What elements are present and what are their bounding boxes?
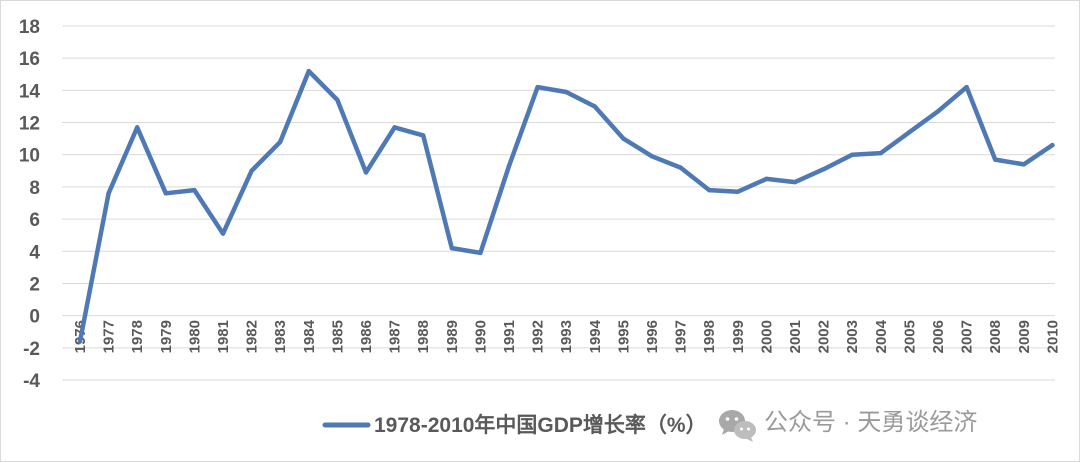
x-tick-label: 1997 <box>673 320 690 353</box>
y-tick-label: 0 <box>29 307 40 328</box>
y-tick-label: 10 <box>19 146 40 167</box>
data-point <box>249 168 254 174</box>
data-point <box>478 250 483 256</box>
x-axis-ticks: 1976 1977 1978 1979 1980 1981 1982 1983 1984 1985… <box>72 319 1061 353</box>
data-point <box>163 191 168 196</box>
y-tick-label: 14 <box>19 81 41 102</box>
data-point <box>707 187 712 193</box>
x-tick-label: 2004 <box>873 319 890 353</box>
x-tick-label: 2003 <box>844 320 861 353</box>
y-tick-label: 18 <box>19 17 40 38</box>
x-tick-label: 2010 <box>1044 320 1061 353</box>
x-tick-label: 1995 <box>615 320 632 353</box>
x-tick-label: 1987 <box>387 320 404 353</box>
data-point <box>306 68 311 74</box>
x-tick-label: 2001 <box>787 320 804 353</box>
y-tick-label: 2 <box>29 274 40 295</box>
data-point <box>363 170 369 175</box>
x-tick-label: 1979 <box>158 320 175 353</box>
data-point <box>77 339 83 344</box>
x-tick-label: 1991 <box>501 320 518 353</box>
data-point <box>135 125 140 130</box>
data-point <box>421 133 426 138</box>
x-tick-label: 2007 <box>959 320 976 353</box>
x-tick-label: 1981 <box>215 320 232 353</box>
legend-label: 1978-2010年中国GDP增长率（%） <box>374 413 707 437</box>
data-point <box>993 157 998 162</box>
x-tick-label: 1978 <box>129 320 146 353</box>
data-point <box>220 231 226 236</box>
data-point <box>392 125 397 130</box>
x-tick-label: 1989 <box>444 320 461 353</box>
x-tick-label: 1985 <box>329 320 346 353</box>
data-point <box>449 245 454 251</box>
data-point <box>907 130 912 135</box>
wechat-icon <box>719 410 756 442</box>
x-tick-label: 1993 <box>558 320 575 353</box>
x-tick-label: 1983 <box>272 320 289 353</box>
series-lines <box>77 68 1055 344</box>
data-point <box>278 139 283 145</box>
data-point <box>506 163 512 169</box>
x-tick-label: 2000 <box>758 320 775 353</box>
legend: 1978-2010年中国GDP增长率（%） <box>322 413 707 437</box>
x-tick-label: 1982 <box>244 320 261 353</box>
data-point <box>821 167 826 172</box>
data-point <box>964 84 969 90</box>
x-tick-label: 2002 <box>816 320 833 353</box>
data-point <box>764 176 769 182</box>
y-tick-label: 4 <box>29 242 40 263</box>
x-tick-label: 2009 <box>1016 320 1033 353</box>
data-point <box>678 165 683 170</box>
y-tick-label: 12 <box>19 114 40 135</box>
x-tick-label: 1977 <box>101 320 118 353</box>
data-point <box>1021 162 1026 167</box>
data-point <box>535 84 540 90</box>
x-tick-label: 1984 <box>301 319 318 353</box>
y-tick-label: 8 <box>29 178 40 199</box>
data-point <box>850 152 855 157</box>
x-tick-label: 1988 <box>415 320 432 353</box>
data-point <box>792 179 798 185</box>
watermark: 公众号 · 天勇谈经济 <box>719 409 977 442</box>
data-point <box>1050 142 1055 148</box>
data-point <box>335 97 340 103</box>
x-tick-label: 1996 <box>644 320 661 353</box>
data-point <box>592 104 597 109</box>
data-point <box>878 150 883 156</box>
y-tick-label: -4 <box>23 371 40 392</box>
x-tick-label: 1990 <box>472 320 489 353</box>
x-tick-label: 1999 <box>730 320 747 353</box>
x-tick-label: 1992 <box>530 320 547 353</box>
data-point <box>935 109 941 114</box>
x-tick-label: 2008 <box>987 320 1004 353</box>
data-point <box>735 189 740 194</box>
data-point <box>564 89 569 95</box>
data-point <box>192 187 197 193</box>
x-tick-label: 1980 <box>186 320 203 353</box>
x-tick-label: 1986 <box>358 320 375 353</box>
watermark-text: 公众号 · 天勇谈经济 <box>764 409 977 436</box>
y-tick-label: -2 <box>23 339 40 360</box>
x-tick-label: 2006 <box>930 320 947 353</box>
x-tick-label: 1998 <box>701 320 718 353</box>
x-tick-label: 2005 <box>901 320 918 353</box>
y-tick-label: 16 <box>19 49 40 70</box>
data-point <box>106 191 111 196</box>
data-point <box>621 136 626 141</box>
data-point <box>649 154 655 159</box>
y-tick-label: 6 <box>29 210 40 231</box>
x-tick-label: 1994 <box>587 319 604 353</box>
y-axis-ticks: -4 -2 0 2 4 6 8 10 12 14 16 18 <box>19 17 41 392</box>
